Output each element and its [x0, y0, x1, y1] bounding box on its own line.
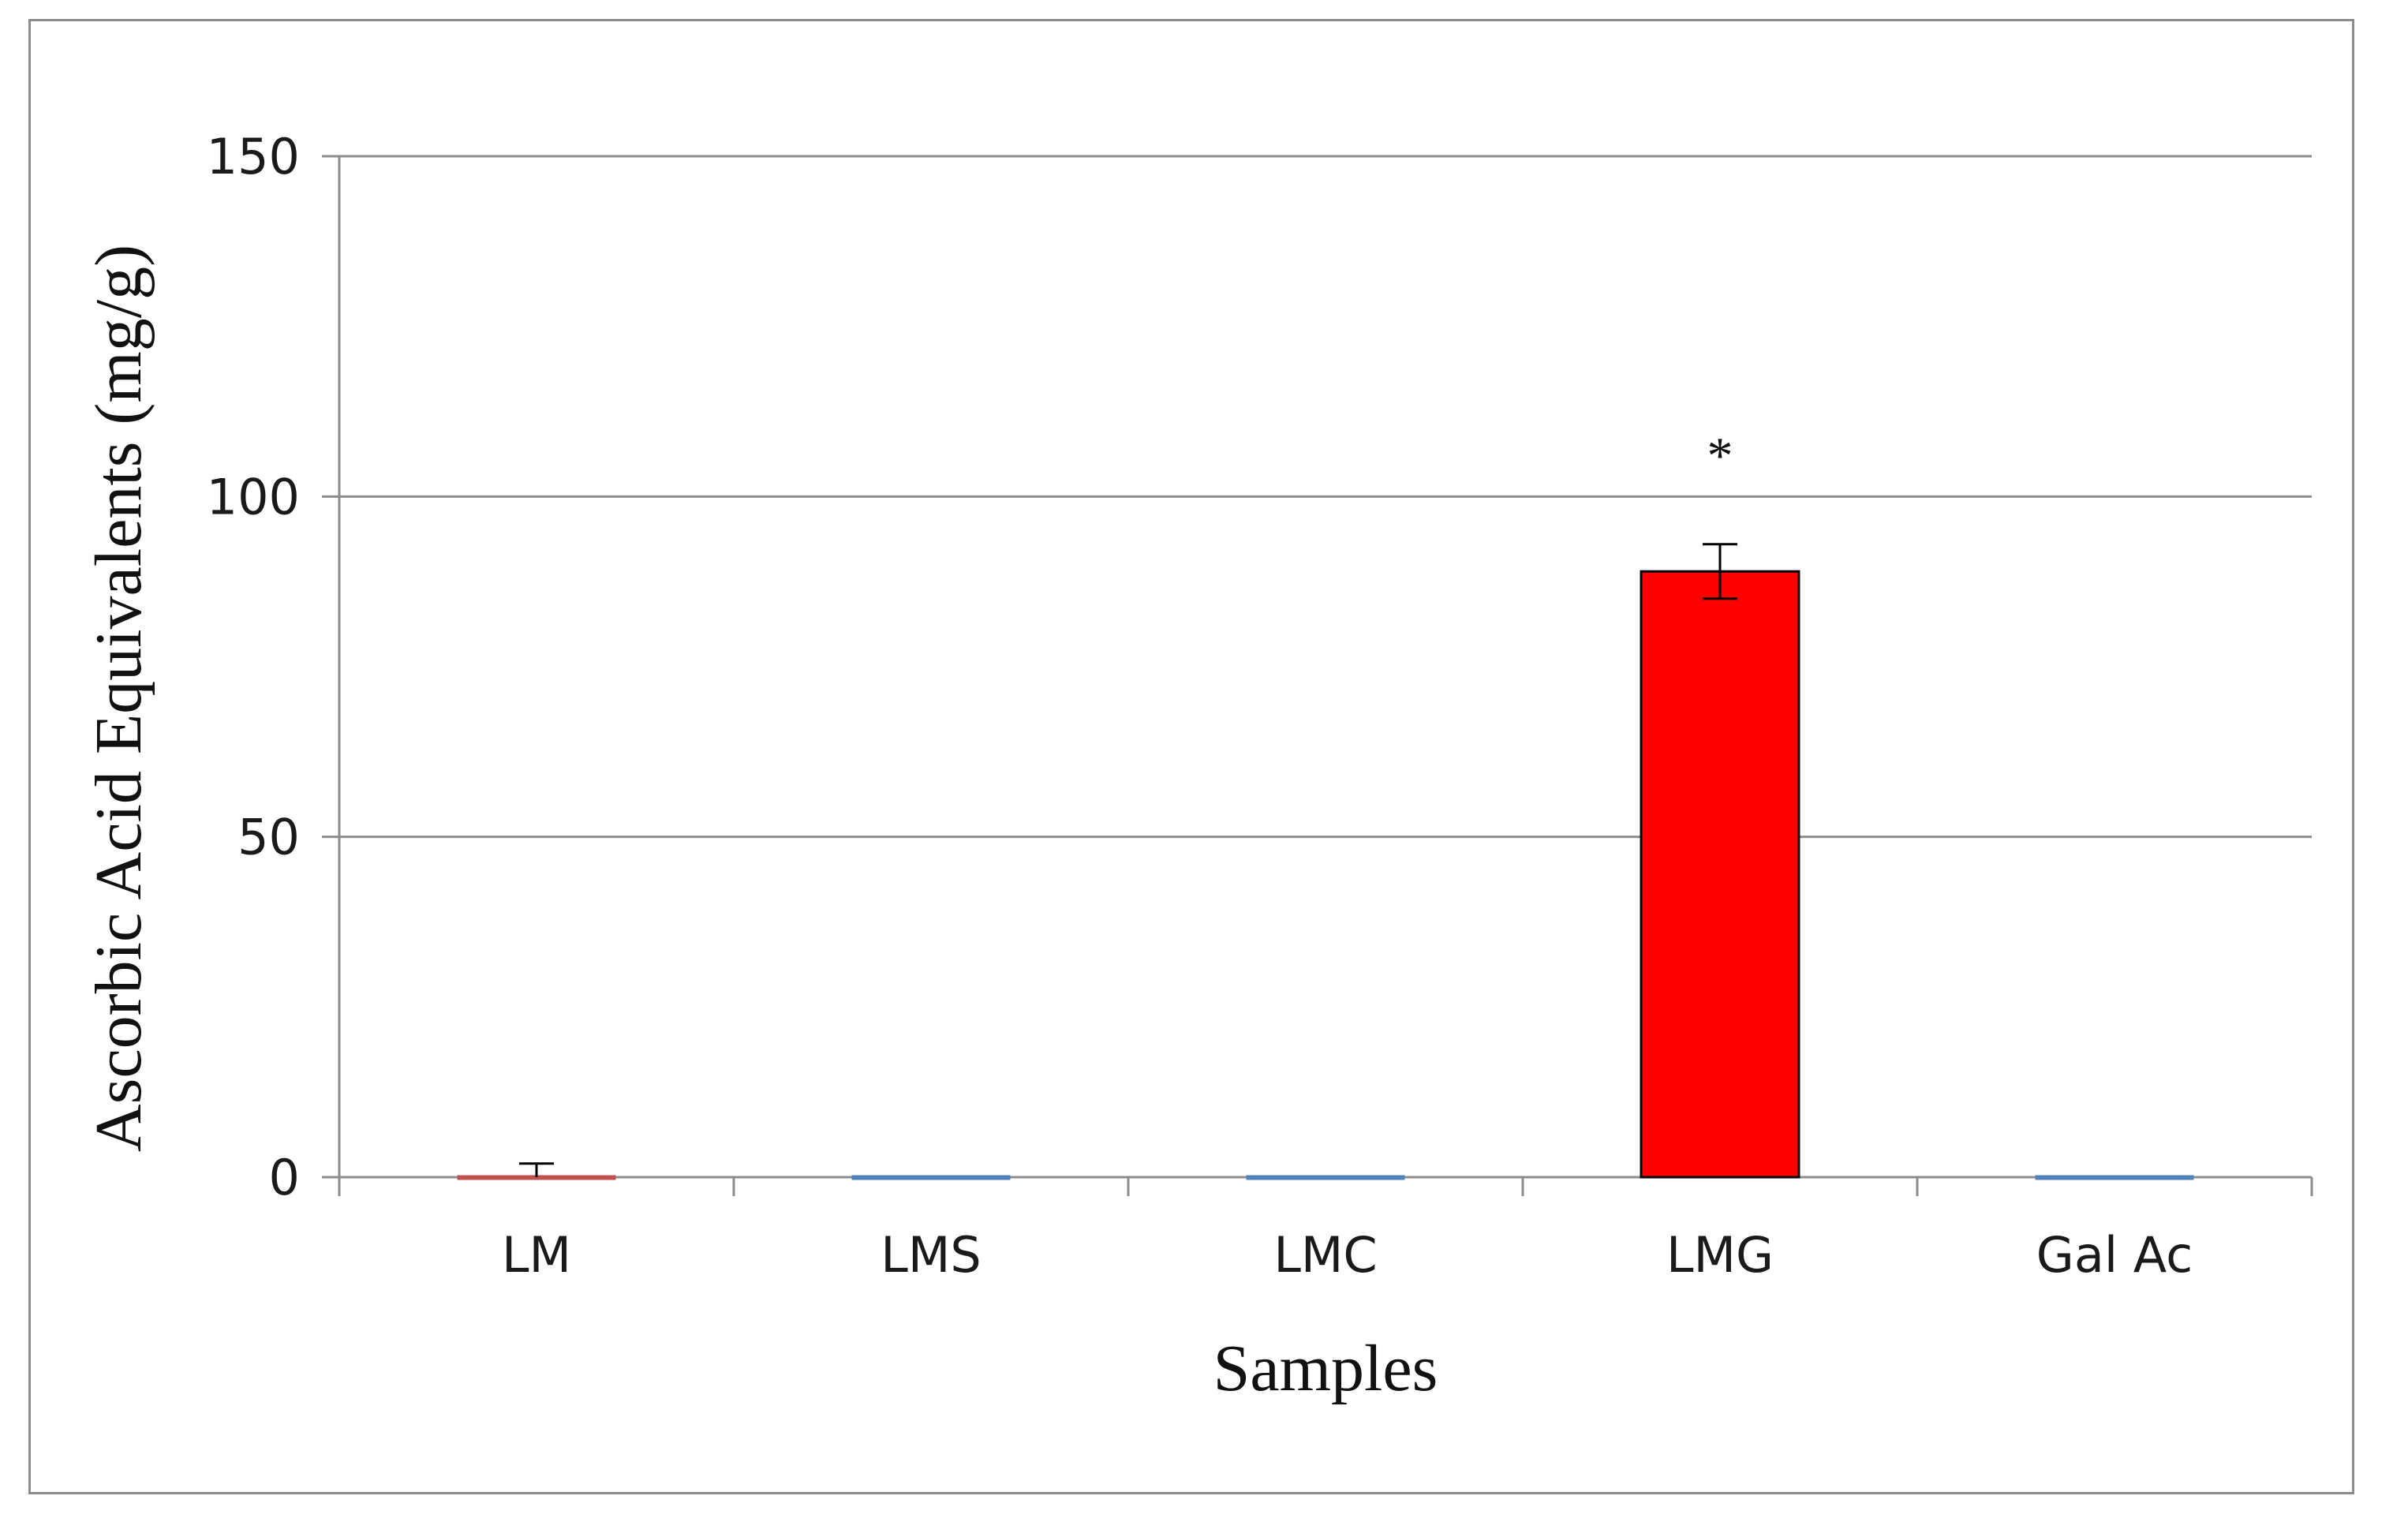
x-tick-label: LMS — [881, 1226, 981, 1284]
x-tick-label: LM — [502, 1226, 571, 1284]
x-tick-label: LMG — [1666, 1226, 1774, 1284]
x-axis-title: Samples — [1213, 1332, 1438, 1405]
gridlines — [339, 155, 2312, 839]
significance-marker: * — [1707, 428, 1733, 485]
x-tick-label: Gal Ac — [2036, 1226, 2193, 1284]
bar-lmg — [1640, 570, 1800, 1179]
error-bar — [519, 1162, 554, 1177]
chart-frame — [28, 19, 2354, 1494]
error-bars — [519, 543, 1737, 1177]
axes — [322, 155, 2313, 1196]
y-axis-title: Ascorbic Acid Equivalents (mg/g) — [82, 245, 155, 1152]
annotations: * — [1707, 428, 1733, 485]
tick-labels: 0 50 100 150 LM LMS LMC LMG Gal Ac — [207, 128, 2193, 1284]
bar-lms — [851, 1175, 1011, 1180]
x-tick-label: LMC — [1273, 1226, 1377, 1284]
y-tick-label: 50 — [237, 809, 300, 866]
bars — [457, 570, 2194, 1180]
bar-lmc — [1246, 1175, 1405, 1180]
y-tick-label: 150 — [207, 128, 300, 185]
y-tick-label: 100 — [207, 468, 300, 525]
error-bar — [1703, 543, 1737, 600]
bar-gal-ac — [2035, 1175, 2194, 1180]
y-tick-label: 0 — [269, 1149, 300, 1206]
